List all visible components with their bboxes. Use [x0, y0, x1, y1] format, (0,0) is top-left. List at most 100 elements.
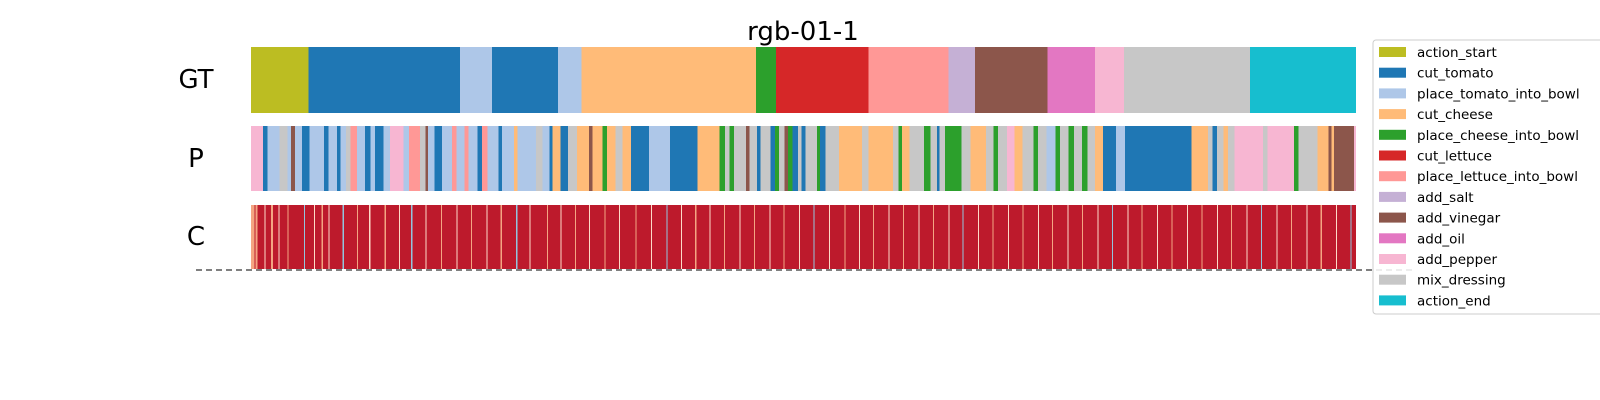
p-segment-place_cheese_into_bowl	[923, 126, 931, 191]
c-segment-gap	[769, 205, 771, 269]
c-segment-gap	[500, 205, 502, 269]
c-segment-gap	[486, 205, 488, 269]
c-segment-gap	[1260, 205, 1263, 269]
legend-swatch-place_tomato_into_bowl	[1379, 88, 1406, 99]
p-segment-mix_dressing	[1298, 126, 1318, 191]
c-segment-gap	[873, 205, 875, 269]
p-segment-mix_dressing	[909, 126, 924, 191]
p-segment-add_pepper	[1234, 126, 1264, 191]
p-segment-cut_cheese	[868, 126, 894, 191]
c-segment-gap	[529, 205, 531, 269]
p-segment-place_tomato_into_bowl	[456, 126, 465, 191]
c-segment-gap	[270, 205, 274, 269]
c-segment-gap	[456, 205, 458, 269]
p-segment-cut_tomato	[801, 126, 806, 191]
p-segment-cut_tomato	[669, 126, 698, 191]
p-segment-place_cheese_into_bowl	[944, 126, 962, 191]
p-segment-cut_cheese	[1014, 126, 1023, 191]
p-segment-add_vinegar	[784, 126, 789, 191]
p-segment-place_tomato_into_bowl	[442, 126, 453, 191]
p-segment-mix_dressing	[1022, 126, 1034, 191]
p-segment-cut_tomato	[323, 126, 329, 191]
p-segment-place_tomato_into_bowl	[383, 126, 391, 191]
p-segment-place_lettuce_into_bowl	[409, 126, 421, 191]
c-segment-gap	[278, 205, 280, 269]
c-segment-gap	[844, 205, 846, 269]
p-segment-add_vinegar	[1328, 126, 1332, 191]
legend-label-add_salt: add_salt	[1417, 190, 1474, 206]
p-segment-mix_dressing	[997, 126, 1007, 191]
c-segment-gap	[1186, 205, 1189, 269]
p-segment-cut_tomato	[770, 126, 775, 191]
c-segment-gap	[1290, 205, 1292, 269]
c-segment-gap	[1127, 205, 1129, 269]
p-segment-mix_dressing	[893, 126, 899, 191]
p-segment-mix_dressing	[985, 126, 994, 191]
p-segment-cut_tomato	[820, 126, 826, 191]
gt-segment-add_pepper	[1095, 47, 1124, 113]
c-segment-gap	[357, 205, 359, 269]
p-segment-place_tomato_into_bowl	[357, 126, 365, 191]
p-segment-place_cheese_into_bowl	[729, 126, 734, 191]
legend-swatch-add_salt	[1379, 191, 1406, 202]
legend-label-add_vinegar: add_vinegar	[1417, 211, 1501, 227]
c-segment-gap	[666, 205, 668, 269]
gt-segment-place_lettuce_into_bowl	[868, 47, 949, 113]
legend-swatch-action_start	[1379, 47, 1406, 57]
gt-segment-action_end	[1249, 47, 1356, 113]
p-segment-place_tomato_into_bowl	[295, 126, 302, 191]
p-segment-mix_dressing	[1074, 126, 1082, 191]
c-segment-gap	[799, 205, 801, 269]
p-segment-mix_dressing	[420, 126, 426, 191]
p-segment-place_tomato_into_bowl	[1116, 126, 1126, 191]
legend-swatch-place_lettuce_into_bowl	[1379, 171, 1406, 182]
c-segment-gap	[313, 205, 316, 269]
c-segment-gap	[255, 205, 258, 269]
p-segment-place_tomato_into_bowl	[267, 126, 280, 191]
p-segment-cut_cheese	[622, 126, 632, 191]
gt-segment-cut_lettuce	[775, 47, 869, 113]
chart-title: rgb-01-1	[747, 17, 859, 47]
legend-label-cut_cheese: cut_cheese	[1417, 107, 1493, 123]
c-segment-gap	[1022, 205, 1024, 269]
gt-segment-place_cheese_into_bowl	[755, 47, 776, 113]
c-segment-gap	[384, 205, 386, 269]
legend-label-action_end: action_end	[1417, 293, 1491, 309]
p-segment-place_lettuce_into_bowl	[452, 126, 457, 191]
c-segment-gap	[304, 205, 306, 269]
c-segment-gap	[1216, 205, 1218, 269]
c-segment-gap	[287, 205, 289, 269]
p-segment-place_tomato_into_bowl	[501, 126, 514, 191]
p-segment-cut_cheese	[1317, 126, 1329, 191]
p-segment-place_cheese_into_bowl	[1068, 126, 1075, 191]
c-segment-gap	[1067, 205, 1069, 269]
c-segment-gap	[547, 205, 549, 269]
p-segment-mix_dressing	[615, 126, 623, 191]
p-segment-place_cheese_into_bowl	[1033, 126, 1038, 191]
c-segment-gap	[516, 205, 518, 269]
p-segment-mix_dressing	[805, 126, 817, 191]
p-segment-add_vinegar	[746, 126, 750, 191]
legend-swatch-add_pepper	[1379, 254, 1406, 264]
c-segment-gap	[321, 205, 323, 269]
p-segment-mix_dressing	[749, 126, 758, 191]
gt-segment-place_tomato_into_bowl	[558, 47, 582, 113]
p-segment-mix_dressing	[1037, 126, 1047, 191]
c-segment-gap	[962, 205, 964, 269]
c-segment-gap	[709, 205, 711, 269]
gt-segment-cut_tomato	[491, 47, 559, 113]
row-label-p: P	[188, 144, 204, 174]
p-segment-cut_cheese	[606, 126, 616, 191]
p-segment-add_pepper	[1006, 126, 1015, 191]
p-segment-mix_dressing	[862, 126, 869, 191]
p-segment-cut_tomato	[364, 126, 371, 191]
p-segment-place_tomato_into_bowl	[287, 126, 291, 191]
gt-segment-action_start	[251, 47, 309, 113]
p-segment-cut_tomato	[434, 126, 443, 191]
c-segment-gap	[978, 205, 980, 269]
p-segment-place_tomato_into_bowl	[309, 126, 324, 191]
c-segment-gap	[1097, 205, 1099, 269]
c-segment-gap	[635, 205, 637, 269]
legend-label-action_start: action_start	[1417, 45, 1497, 61]
